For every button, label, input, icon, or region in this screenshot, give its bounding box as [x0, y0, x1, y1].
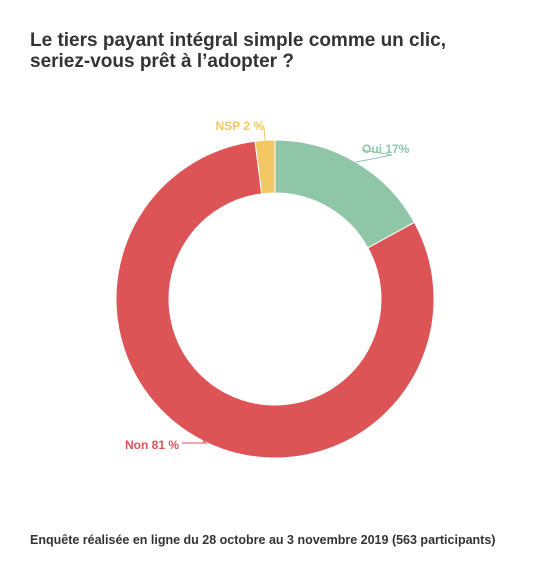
slice-label-oui: Oui 17%: [362, 142, 410, 156]
donut-slice-oui[interactable]: [274, 139, 416, 249]
chart-title: Le tiers payant intégral simple comme un…: [30, 30, 530, 72]
chart-title-line-2: seriez-vous prêt à l’adopter ?: [30, 51, 294, 72]
donut-slice-nsp[interactable]: [254, 139, 276, 195]
label-leader-lines: [182, 126, 393, 444]
donut-slice-non[interactable]: [115, 140, 435, 459]
chart-footnote: Enquête réalisée en ligne du 28 octobre …: [30, 533, 496, 547]
donut-slices: [115, 139, 435, 459]
slice-labels: Oui 17% Non 81 % NSP 2 %: [125, 119, 410, 452]
leader-line-nsp: [263, 126, 266, 141]
chart-title-line-1: Le tiers payant intégral simple comme un…: [30, 30, 447, 51]
slice-label-non: Non 81 %: [125, 438, 179, 452]
leader-line-oui: [355, 149, 393, 163]
leader-line-non: [182, 440, 208, 444]
slice-label-nsp: NSP 2 %: [216, 119, 265, 133]
